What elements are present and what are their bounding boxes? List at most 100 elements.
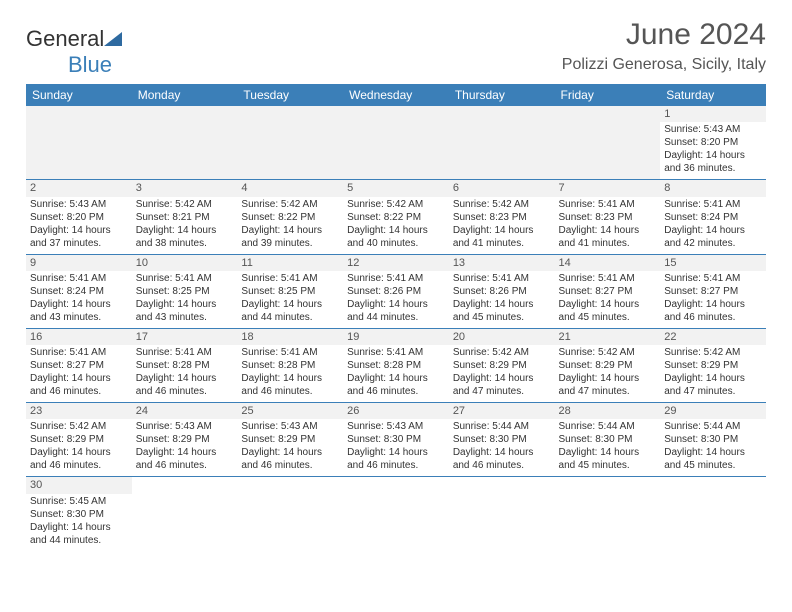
day-info-line: Sunrise: 5:41 AM	[664, 272, 762, 285]
calendar-cell	[555, 106, 661, 180]
day-info-line: Sunset: 8:24 PM	[664, 211, 762, 224]
day-info-line: Sunset: 8:25 PM	[136, 285, 234, 298]
day-number: 19	[343, 329, 449, 345]
calendar-week: 30Sunrise: 5:45 AMSunset: 8:30 PMDayligh…	[26, 477, 766, 551]
day-number: 14	[555, 255, 661, 271]
header: General Blue June 2024 Polizzi Generosa,…	[26, 18, 766, 78]
day-header: Tuesday	[237, 84, 343, 106]
day-info-line: Sunrise: 5:41 AM	[136, 272, 234, 285]
day-info-line: and 45 minutes.	[559, 311, 657, 324]
calendar-week: 2Sunrise: 5:43 AMSunset: 8:20 PMDaylight…	[26, 180, 766, 254]
day-info-line: and 36 minutes.	[664, 162, 762, 175]
day-info-line: Sunrise: 5:41 AM	[453, 272, 551, 285]
day-info-line: Sunrise: 5:41 AM	[241, 272, 339, 285]
calendar-week: 23Sunrise: 5:42 AMSunset: 8:29 PMDayligh…	[26, 403, 766, 477]
calendar-cell: 2Sunrise: 5:43 AMSunset: 8:20 PMDaylight…	[26, 180, 132, 254]
day-info-line: Daylight: 14 hours	[241, 446, 339, 459]
day-info-line: Sunrise: 5:41 AM	[30, 272, 128, 285]
day-number: 20	[449, 329, 555, 345]
calendar-cell: 24Sunrise: 5:43 AMSunset: 8:29 PMDayligh…	[132, 403, 238, 477]
calendar-cell: 13Sunrise: 5:41 AMSunset: 8:26 PMDayligh…	[449, 254, 555, 328]
day-number: 16	[26, 329, 132, 345]
day-info-line: Sunset: 8:29 PM	[664, 359, 762, 372]
day-info-line: Sunrise: 5:42 AM	[136, 198, 234, 211]
day-info-line: and 47 minutes.	[664, 385, 762, 398]
day-number: 23	[26, 403, 132, 419]
day-info-line: Sunset: 8:28 PM	[347, 359, 445, 372]
calendar-cell	[343, 477, 449, 551]
day-info-line: Sunset: 8:26 PM	[453, 285, 551, 298]
calendar-cell: 27Sunrise: 5:44 AMSunset: 8:30 PMDayligh…	[449, 403, 555, 477]
day-number: 24	[132, 403, 238, 419]
day-info-line: and 41 minutes.	[453, 237, 551, 250]
day-info-line: Sunset: 8:28 PM	[241, 359, 339, 372]
day-info-line: Sunset: 8:20 PM	[30, 211, 128, 224]
day-number: 28	[555, 403, 661, 419]
day-info-line: and 46 minutes.	[241, 385, 339, 398]
day-info-line: Sunset: 8:23 PM	[559, 211, 657, 224]
day-info-line: Daylight: 14 hours	[136, 446, 234, 459]
day-info-line: Sunrise: 5:41 AM	[30, 346, 128, 359]
day-info-line: Daylight: 14 hours	[559, 298, 657, 311]
day-info-line: Sunset: 8:29 PM	[241, 433, 339, 446]
day-info-line: Sunrise: 5:43 AM	[664, 123, 762, 136]
day-number: 27	[449, 403, 555, 419]
day-info-line: Daylight: 14 hours	[241, 298, 339, 311]
calendar-cell: 1Sunrise: 5:43 AMSunset: 8:20 PMDaylight…	[660, 106, 766, 180]
day-number: 7	[555, 180, 661, 196]
calendar-cell: 23Sunrise: 5:42 AMSunset: 8:29 PMDayligh…	[26, 403, 132, 477]
day-info-line: Sunset: 8:22 PM	[241, 211, 339, 224]
day-info-line: Sunrise: 5:42 AM	[241, 198, 339, 211]
day-info-line: Sunset: 8:23 PM	[453, 211, 551, 224]
day-number: 11	[237, 255, 343, 271]
day-number: 2	[26, 180, 132, 196]
location-subtitle: Polizzi Generosa, Sicily, Italy	[562, 56, 766, 74]
day-info-line: Sunset: 8:30 PM	[559, 433, 657, 446]
day-info-line: Sunset: 8:30 PM	[453, 433, 551, 446]
day-info-line: Sunset: 8:30 PM	[664, 433, 762, 446]
calendar-cell	[26, 106, 132, 180]
day-info-line: Sunset: 8:24 PM	[30, 285, 128, 298]
day-info-line: Daylight: 14 hours	[241, 372, 339, 385]
day-info-line: and 43 minutes.	[136, 311, 234, 324]
calendar-cell: 21Sunrise: 5:42 AMSunset: 8:29 PMDayligh…	[555, 328, 661, 402]
day-info-line: Sunrise: 5:42 AM	[664, 346, 762, 359]
calendar-cell	[132, 106, 238, 180]
day-info-line: Daylight: 14 hours	[241, 224, 339, 237]
day-info-line: Sunrise: 5:41 AM	[136, 346, 234, 359]
day-info-line: Daylight: 14 hours	[664, 298, 762, 311]
day-info-line: Sunrise: 5:44 AM	[559, 420, 657, 433]
calendar-table: SundayMondayTuesdayWednesdayThursdayFrid…	[26, 84, 766, 551]
day-info-line: and 45 minutes.	[664, 459, 762, 472]
day-info-line: Sunset: 8:30 PM	[347, 433, 445, 446]
day-info-line: Sunrise: 5:41 AM	[347, 346, 445, 359]
day-info-line: Sunset: 8:25 PM	[241, 285, 339, 298]
calendar-cell: 29Sunrise: 5:44 AMSunset: 8:30 PMDayligh…	[660, 403, 766, 477]
day-number: 4	[237, 180, 343, 196]
day-info-line: Daylight: 14 hours	[453, 224, 551, 237]
page-title: June 2024	[562, 18, 766, 52]
day-info-line: and 43 minutes.	[30, 311, 128, 324]
day-info-line: Sunset: 8:26 PM	[347, 285, 445, 298]
title-block: June 2024 Polizzi Generosa, Sicily, Ital…	[562, 18, 766, 74]
calendar-cell: 3Sunrise: 5:42 AMSunset: 8:21 PMDaylight…	[132, 180, 238, 254]
day-info-line: and 47 minutes.	[559, 385, 657, 398]
day-info-line: Daylight: 14 hours	[664, 224, 762, 237]
calendar-cell: 15Sunrise: 5:41 AMSunset: 8:27 PMDayligh…	[660, 254, 766, 328]
day-number: 9	[26, 255, 132, 271]
day-number: 5	[343, 180, 449, 196]
day-number: 3	[132, 180, 238, 196]
day-number: 18	[237, 329, 343, 345]
calendar-cell: 19Sunrise: 5:41 AMSunset: 8:28 PMDayligh…	[343, 328, 449, 402]
day-info-line: Daylight: 14 hours	[453, 298, 551, 311]
day-number: 21	[555, 329, 661, 345]
calendar-cell: 8Sunrise: 5:41 AMSunset: 8:24 PMDaylight…	[660, 180, 766, 254]
day-info-line: Sunset: 8:28 PM	[136, 359, 234, 372]
day-info-line: and 47 minutes.	[453, 385, 551, 398]
day-info-line: and 44 minutes.	[30, 534, 128, 547]
day-info-line: and 38 minutes.	[136, 237, 234, 250]
calendar-cell: 10Sunrise: 5:41 AMSunset: 8:25 PMDayligh…	[132, 254, 238, 328]
day-info-line: Daylight: 14 hours	[664, 149, 762, 162]
calendar-cell: 6Sunrise: 5:42 AMSunset: 8:23 PMDaylight…	[449, 180, 555, 254]
day-header: Thursday	[449, 84, 555, 106]
